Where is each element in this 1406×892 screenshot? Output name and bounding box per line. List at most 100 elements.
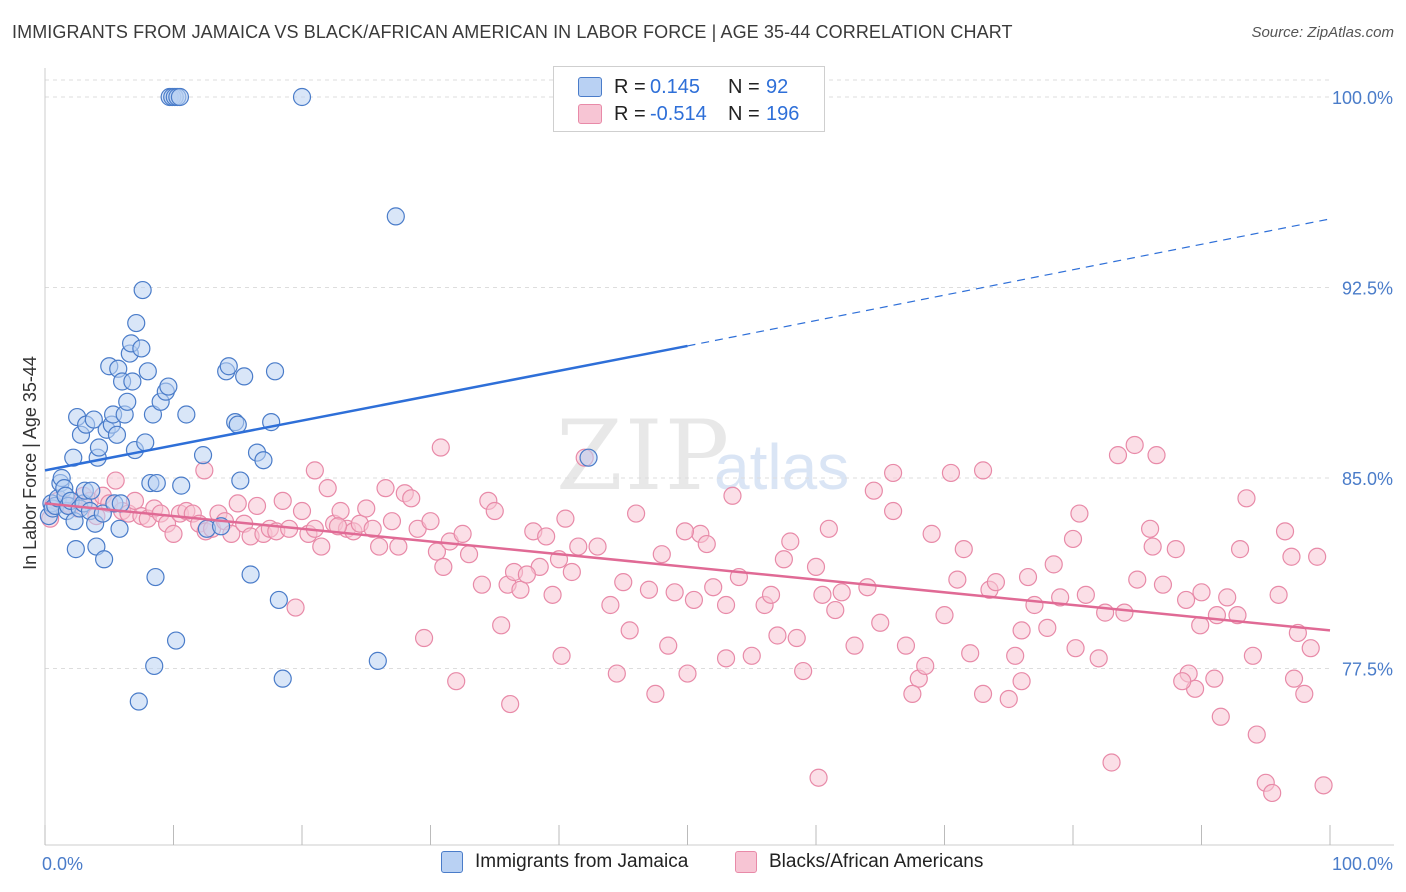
data-point: [247, 496, 267, 516]
data-point: [697, 534, 716, 554]
legend-n-value: 196: [766, 102, 800, 125]
data-point: [1128, 570, 1147, 589]
data-point: [1038, 618, 1057, 637]
data-point: [305, 461, 324, 480]
data-point: [235, 367, 254, 386]
data-point: [1044, 555, 1063, 574]
source-label: Source: ZipAtlas.com: [1251, 24, 1394, 41]
data-point: [883, 463, 903, 483]
legend-n-label: N =: [728, 75, 760, 98]
data-point: [787, 628, 806, 648]
data-point: [265, 362, 285, 381]
data-point: [562, 562, 581, 582]
data-point: [84, 410, 103, 429]
data-point: [292, 87, 312, 107]
data-point: [492, 616, 511, 635]
data-point: [1076, 585, 1095, 604]
data-point: [1025, 595, 1044, 615]
data-point: [1012, 621, 1031, 640]
data-point: [1125, 435, 1144, 455]
data-point: [382, 512, 402, 531]
data-point: [431, 438, 450, 457]
data-point: [716, 649, 736, 668]
data-point: [999, 689, 1018, 709]
data-point: [794, 661, 813, 681]
trend-line-black: [44, 502, 1331, 632]
data-point: [896, 636, 916, 655]
data-point: [145, 656, 164, 676]
data-point: [1228, 606, 1247, 625]
data-point: [652, 545, 671, 564]
data-point: [1176, 590, 1196, 610]
data-point: [434, 557, 453, 577]
data-point: [819, 519, 838, 538]
data-point: [164, 524, 183, 543]
data-point: [1237, 489, 1256, 508]
data-point: [95, 550, 114, 569]
data-point: [639, 580, 659, 599]
trend-line-jamaica: [44, 344, 688, 472]
data-point: [177, 405, 196, 424]
data-point: [370, 537, 389, 556]
data-point: [832, 583, 851, 602]
legend-item-black: Blacks/African Americans: [735, 851, 983, 873]
data-point: [761, 585, 781, 604]
data-point: [170, 87, 190, 107]
data-point: [136, 433, 155, 452]
data-point: [485, 501, 504, 521]
data-point: [941, 463, 961, 483]
data-point: [569, 537, 588, 556]
legend-item-jamaica: Immigrants from Jamaica: [441, 851, 688, 873]
data-point: [774, 550, 793, 569]
data-point: [1211, 707, 1230, 726]
data-point: [1205, 669, 1224, 688]
data-point: [414, 628, 434, 648]
data-point: [228, 494, 247, 513]
data-point: [228, 415, 247, 434]
data-point: [421, 512, 440, 531]
data-point: [193, 446, 213, 465]
data-point: [118, 392, 137, 411]
y-tick-label: 100.0%: [1332, 88, 1393, 108]
data-point: [552, 646, 571, 665]
data-point: [64, 448, 83, 467]
data-point: [883, 501, 903, 521]
data-point: [1192, 583, 1211, 602]
data-point: [1275, 522, 1295, 541]
data-point: [447, 672, 466, 691]
data-point: [389, 537, 408, 556]
data-point: [132, 339, 151, 358]
legend-r-label: R =: [614, 102, 646, 125]
data-point: [607, 664, 626, 683]
data-point: [472, 575, 491, 594]
data-point: [127, 313, 146, 333]
data-point: [1089, 649, 1108, 668]
data-point: [1282, 547, 1301, 566]
data-point: [588, 537, 607, 556]
data-point: [133, 280, 152, 300]
data-point: [318, 479, 337, 498]
y-tick-label: 85.0%: [1342, 469, 1393, 489]
data-point: [1308, 547, 1327, 566]
data-point: [402, 489, 421, 508]
data-point: [543, 585, 562, 604]
data-point: [82, 481, 101, 500]
data-point: [453, 524, 472, 543]
data-point: [357, 499, 376, 518]
y-tick-label: 92.5%: [1342, 279, 1393, 299]
data-point: [1108, 446, 1128, 465]
data-point: [806, 557, 826, 577]
data-point: [1269, 585, 1288, 604]
legend-label-black: Blacks/African Americans: [769, 851, 984, 872]
legend-r-value: -0.514: [650, 102, 707, 125]
data-point: [123, 372, 142, 391]
data-point: [172, 476, 191, 495]
data-point: [1247, 725, 1266, 744]
data-point: [219, 357, 238, 376]
data-point: [368, 651, 387, 670]
data-point: [916, 656, 935, 676]
legend-swatch-blue: [578, 77, 602, 97]
data-point: [659, 636, 678, 655]
trend-lines: [44, 218, 1331, 632]
data-point: [1012, 672, 1031, 691]
